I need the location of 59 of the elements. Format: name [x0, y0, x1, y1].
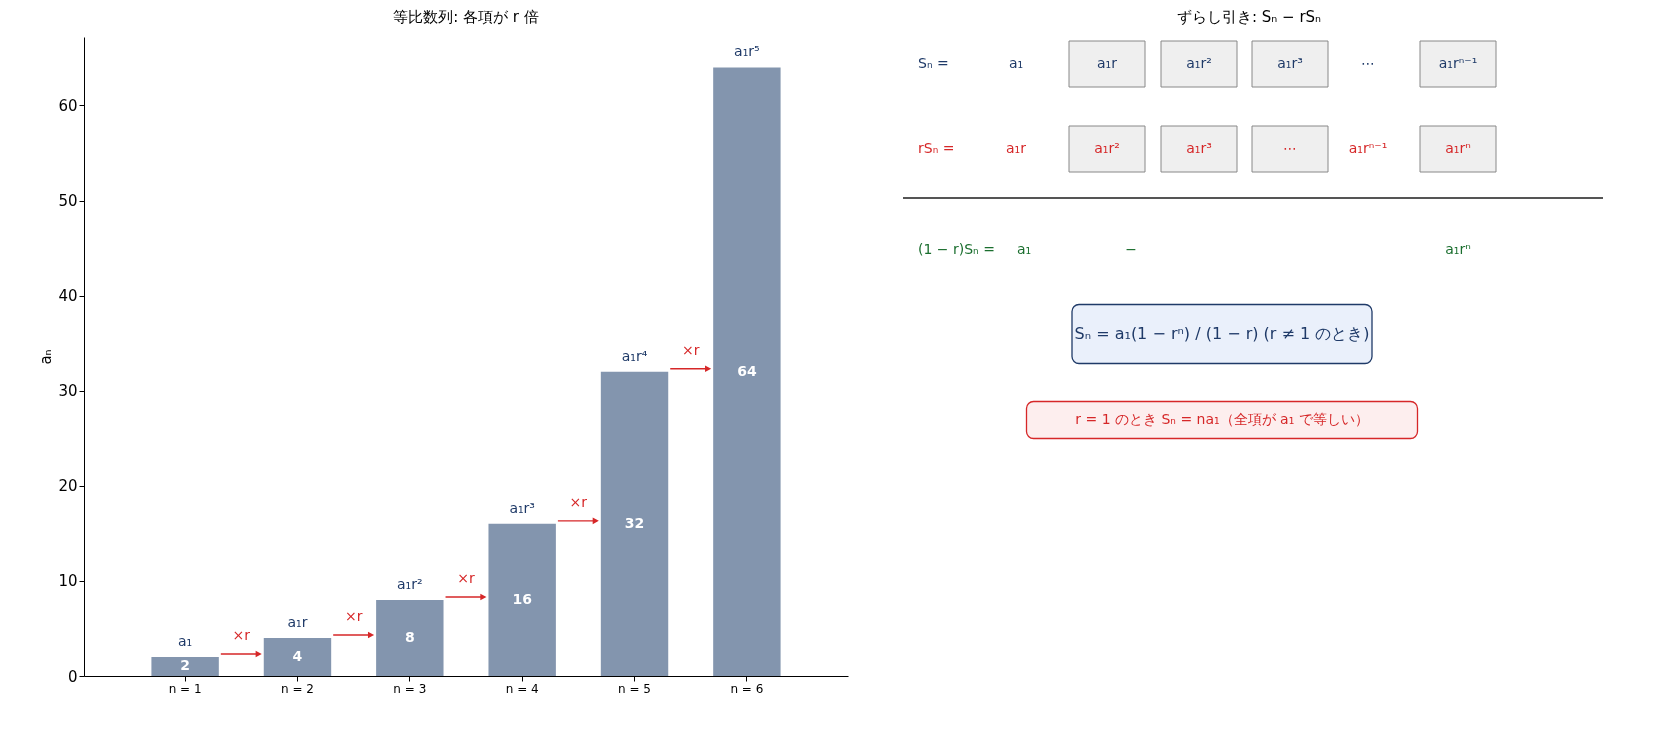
data-label: 2 [180, 657, 190, 674]
text: a₁ [1008, 55, 1024, 71]
chart-title: 等比数列: 各項が r 倍 [393, 8, 539, 26]
text: a₁rⁿ [1445, 241, 1471, 257]
y-axis-title: aₙ [37, 349, 56, 365]
data-label: 16 [512, 590, 532, 607]
text: − [1125, 241, 1137, 257]
annotation: ×r [457, 569, 475, 586]
bar [600, 371, 669, 676]
y-tick-label: 0 [67, 667, 78, 686]
data-label: 32 [624, 514, 645, 531]
text: rSₙ = [918, 140, 955, 156]
text: r = 1 のとき Sₙ = na₁（全項が a₁ で等しい） [1075, 411, 1369, 427]
text: a₁r [1006, 140, 1027, 156]
annotation: ×r [232, 626, 251, 643]
text: a₁rⁿ⁻¹ [1348, 140, 1388, 156]
y-tick-label: 30 [58, 382, 78, 401]
annotation: a₁r⁵ [734, 43, 760, 60]
y-tick-label: 20 [58, 477, 78, 496]
x-tick-label: n = 4 [505, 681, 539, 696]
text: ずらし引き: Sₙ − rSₙ [1176, 8, 1322, 26]
text: a₁r² [1094, 140, 1120, 156]
x-tick-label: n = 6 [730, 681, 764, 696]
y-tick-label: 50 [58, 192, 78, 211]
bar [713, 67, 781, 676]
y-tick-label: 60 [58, 96, 78, 115]
annotation: a₁r² [397, 575, 423, 592]
annotation: a₁r [287, 613, 308, 630]
text: a₁ [1016, 241, 1032, 257]
text: Sₙ = [918, 55, 949, 71]
data-label: 8 [404, 628, 415, 645]
bar [376, 599, 444, 676]
text: (1 − r)Sₙ = [918, 241, 995, 257]
text: ⋯ [1283, 140, 1297, 156]
data-label: 4 [292, 647, 303, 664]
text: a₁r² [1186, 55, 1212, 71]
text: a₁r [1097, 55, 1118, 71]
text: a₁r³ [1277, 55, 1303, 71]
annotation: ×r [681, 341, 700, 358]
x-tick-label: n = 2 [281, 681, 314, 696]
x-tick-label: n = 5 [618, 681, 651, 696]
x-tick-label: n = 1 [168, 681, 202, 696]
text: a₁rⁿ⁻¹ [1438, 55, 1478, 71]
annotation: ×r [569, 493, 588, 510]
x-tick-label: n = 3 [393, 681, 427, 696]
bar [151, 656, 219, 676]
annotation: a₁ [178, 632, 193, 649]
text: a₁r³ [1186, 140, 1212, 156]
text: a₁rⁿ [1445, 140, 1471, 156]
text: ⋯ [1361, 55, 1375, 71]
bar [488, 523, 556, 676]
annotation: a₁r³ [509, 499, 535, 516]
text: Sₙ = a₁(1 − rⁿ) / (1 − r) (r ≠ 1 のとき) [1074, 324, 1370, 343]
annotation: ×r [344, 607, 363, 624]
y-tick-label: 10 [58, 572, 78, 591]
data-label: 64 [737, 362, 757, 379]
bar [263, 637, 332, 676]
annotation: a₁r⁴ [621, 347, 648, 364]
y-tick-label: 40 [58, 287, 78, 306]
